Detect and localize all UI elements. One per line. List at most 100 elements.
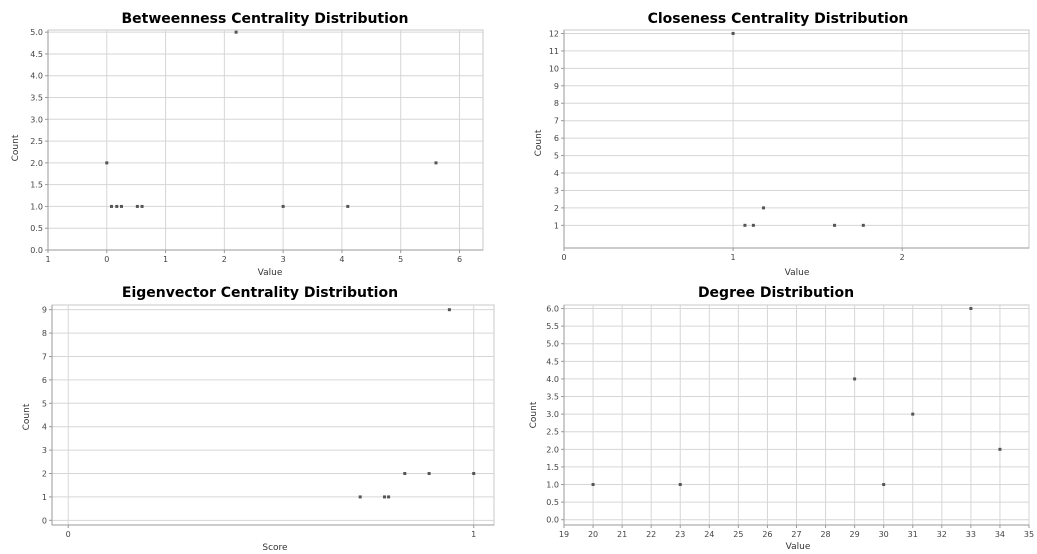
x-tick-label: 1 <box>163 255 168 264</box>
y-axis-label: Count <box>11 134 21 161</box>
y-tick-label: 5.0 <box>30 28 43 37</box>
y-tick-label: 4 <box>42 423 47 432</box>
y-tick-label: 0 <box>42 516 47 525</box>
chart-title: Degree Distribution <box>698 285 854 301</box>
y-tick-label: 2.0 <box>30 159 43 168</box>
x-axis-label: Score <box>262 543 288 553</box>
y-tick-label: 1.0 <box>546 481 559 490</box>
x-tick-label: 20 <box>588 530 598 539</box>
x-axis-label: Value <box>785 268 810 278</box>
data-point <box>853 377 857 381</box>
x-tick-label: 29 <box>850 530 860 539</box>
x-tick-label: 32 <box>937 530 947 539</box>
y-tick-label: 5.5 <box>546 322 559 331</box>
data-point <box>882 483 886 487</box>
data-point <box>998 447 1002 451</box>
data-point <box>591 483 595 487</box>
y-tick-label: 3.5 <box>546 393 559 402</box>
y-tick-label: 9 <box>42 306 47 315</box>
x-tick-label: 19 <box>559 530 569 539</box>
data-point <box>427 472 431 476</box>
y-tick-label: 1 <box>42 493 47 502</box>
data-point <box>678 483 682 487</box>
x-tick-label: 27 <box>791 530 801 539</box>
data-point <box>358 495 362 499</box>
data-point <box>969 307 973 311</box>
data-point <box>234 30 238 34</box>
x-tick-label: 26 <box>762 530 772 539</box>
chart-title: Eigenvector Centrality Distribution <box>122 285 398 301</box>
data-point <box>119 204 123 208</box>
x-tick-label: 30 <box>879 530 889 539</box>
x-tick-label: 23 <box>675 530 685 539</box>
y-tick-label: 0.0 <box>546 516 559 525</box>
y-tick-label: 2 <box>42 470 47 479</box>
data-point <box>135 204 139 208</box>
y-tick-label: 4.0 <box>546 375 559 384</box>
data-point <box>115 204 119 208</box>
y-tick-label: 6 <box>554 134 559 143</box>
x-tick-label: 6 <box>457 255 462 264</box>
y-tick-label: 6.0 <box>546 305 559 314</box>
y-tick-label: 7 <box>42 352 47 361</box>
plot-background <box>51 304 495 526</box>
x-tick-label: 0 <box>561 253 566 262</box>
x-tick-label: 2 <box>222 255 227 264</box>
chart-title: Closeness Centrality Distribution <box>648 11 909 27</box>
x-tick-label: 1 <box>45 255 50 264</box>
data-point <box>472 472 476 476</box>
x-tick-label: 24 <box>704 530 714 539</box>
y-tick-label: 6 <box>42 376 47 385</box>
x-tick-label: 28 <box>820 530 830 539</box>
data-point <box>403 472 407 476</box>
x-tick-label: 31 <box>908 530 918 539</box>
y-tick-label: 8 <box>554 99 559 108</box>
x-tick-label: 5 <box>398 255 403 264</box>
x-tick-label: 21 <box>617 530 627 539</box>
y-tick-label: 4.0 <box>30 72 43 81</box>
y-tick-label: 3 <box>554 186 559 195</box>
x-tick-label: 0 <box>66 530 71 539</box>
data-point <box>861 223 865 227</box>
y-tick-label: 2.5 <box>546 428 559 437</box>
y-tick-label: 9 <box>554 82 559 91</box>
y-axis-label: Count <box>529 401 539 428</box>
x-tick-label: 33 <box>966 530 976 539</box>
y-tick-label: 1 <box>554 221 559 230</box>
x-tick-label: 25 <box>733 530 743 539</box>
y-tick-label: 3.5 <box>30 94 43 103</box>
y-tick-label: 5 <box>554 152 559 161</box>
data-point <box>911 412 915 416</box>
plot-area: 0 1 2 3 4 5 6 7 8 9 0 1 <box>42 304 495 539</box>
data-point <box>281 204 285 208</box>
data-point <box>434 161 438 165</box>
y-tick-label: 2.0 <box>546 445 559 454</box>
y-tick-label: 1.5 <box>30 181 43 190</box>
data-point <box>383 495 387 499</box>
data-point <box>109 204 113 208</box>
y-tick-label: 3.0 <box>30 115 43 124</box>
data-point <box>751 223 755 227</box>
x-tick-label: 3 <box>281 255 286 264</box>
plot-background <box>47 29 484 251</box>
y-tick-label: 4.5 <box>546 357 559 366</box>
plot-area: 0.0 0.5 1.0 1.5 2.0 2.5 3.0 3.5 4.0 4.5 5.0 5.5 6.0 1… <box>546 304 1034 539</box>
y-tick-label: 10 <box>549 64 559 73</box>
x-tick-label: 34 <box>995 530 1005 539</box>
y-tick-label: 11 <box>549 47 559 56</box>
chart-title: Betweenness Centrality Distribution <box>121 11 408 27</box>
x-tick-label: 1 <box>471 530 476 539</box>
y-axis-label: Count <box>534 129 544 156</box>
data-point <box>762 206 766 210</box>
data-point <box>387 495 391 499</box>
plot-area: 0.0 0.5 1.0 1.5 2.0 2.5 3.0 3.5 4.0 4.5 5.0 1 0 1 2 3 4 5… <box>30 28 484 264</box>
y-tick-label: 5.0 <box>546 340 559 349</box>
y-tick-label: 1.5 <box>546 463 559 472</box>
y-tick-label: 2.5 <box>30 137 43 146</box>
